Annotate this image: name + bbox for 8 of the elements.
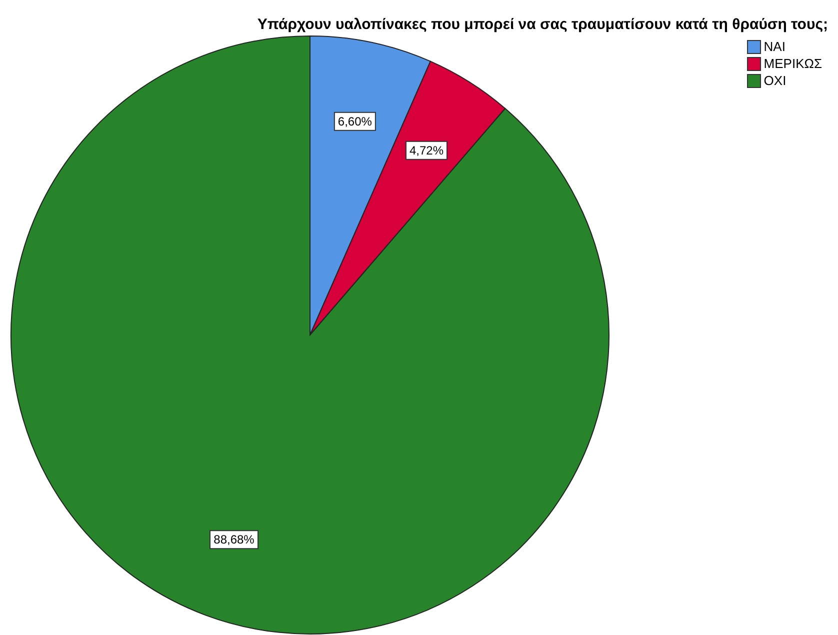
- pie-slice: [10, 36, 610, 634]
- data-label: 4,72%: [409, 143, 444, 158]
- legend-label: ΝΑΙ: [764, 39, 786, 54]
- chart-title: Υπάρχουν υαλοπίνακες που μπορεί να σας τραυματίσουν κατά τη θραύση τους;: [256, 16, 829, 33]
- legend-label: ΟΧΙ: [764, 73, 786, 88]
- data-label: 6,60%: [338, 114, 372, 128]
- legend-label: ΜΕΡΙΚΩΣ: [764, 56, 822, 71]
- data-label: 88,68%: [214, 532, 255, 547]
